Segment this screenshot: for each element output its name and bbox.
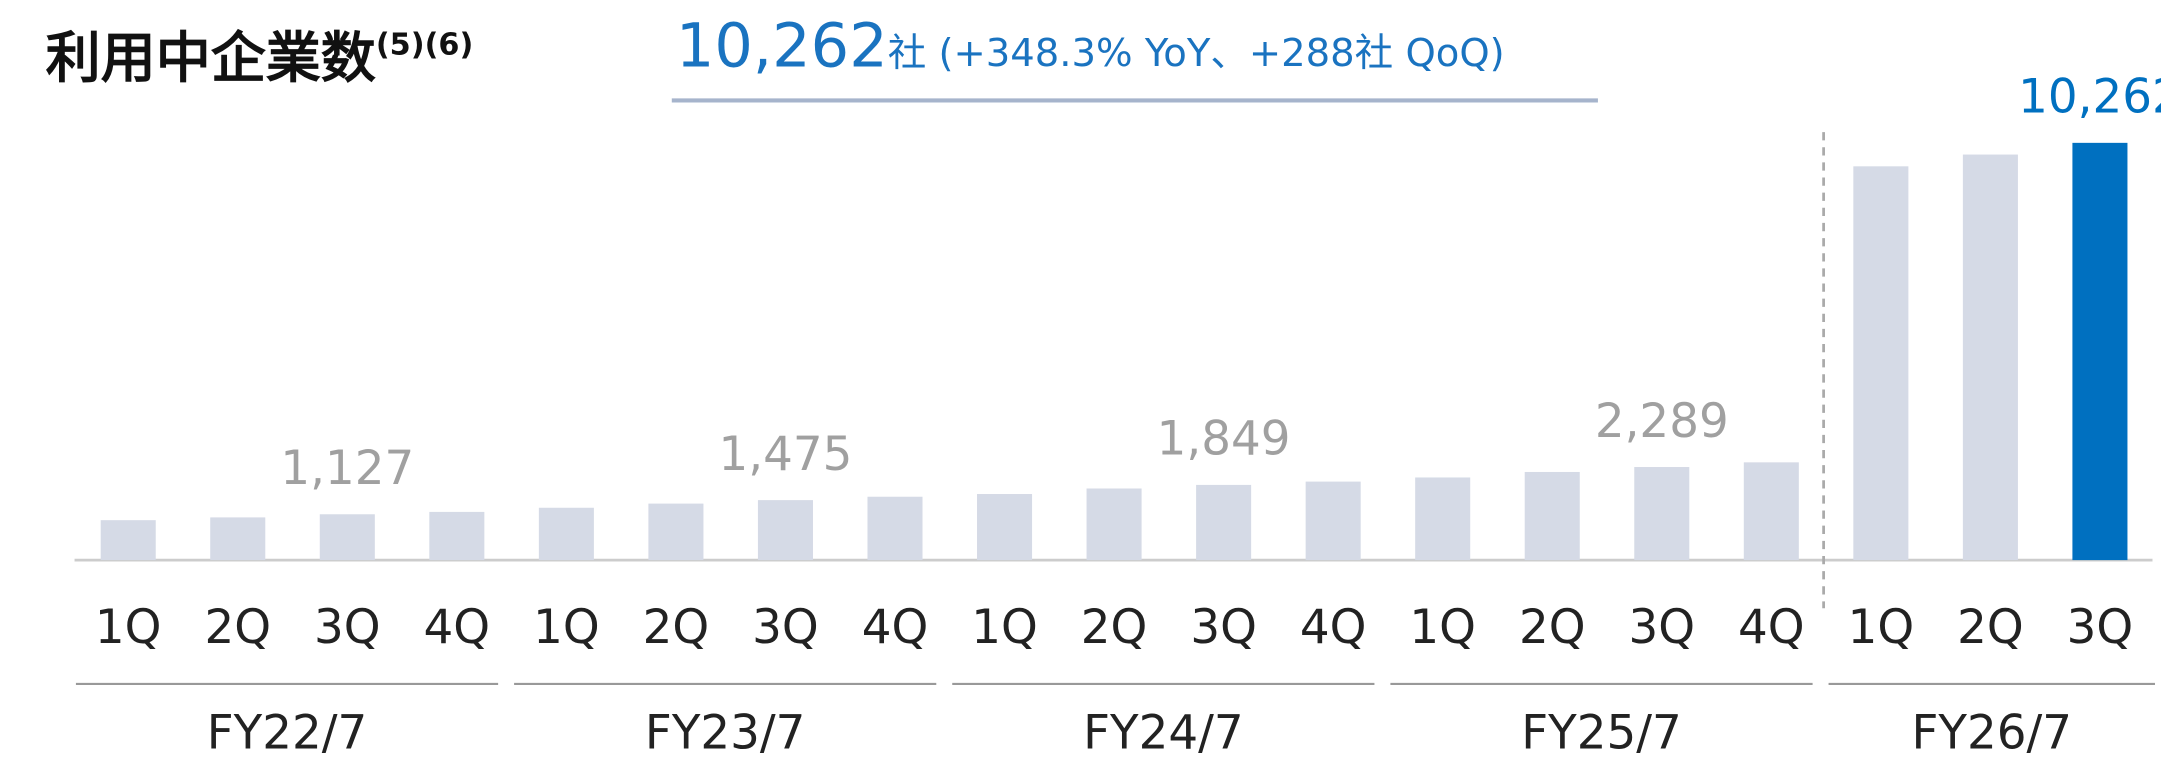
- bar: [319, 514, 375, 561]
- bar: [1853, 166, 1909, 561]
- bar: [977, 494, 1033, 561]
- x-tick-label: 4Q: [1300, 601, 1367, 655]
- x-tick-label: 1Q: [533, 601, 600, 655]
- bar: [757, 500, 813, 561]
- x-tick-label: 3Q: [2067, 601, 2134, 655]
- bar: [1086, 488, 1142, 561]
- title-text: 利用中企業数: [46, 26, 376, 90]
- x-tick-label: 3Q: [1190, 601, 1257, 655]
- bar: [1524, 471, 1580, 561]
- group-label: FY25/7: [1521, 707, 1681, 761]
- x-tick-label: 2Q: [1081, 601, 1148, 655]
- group-label: FY24/7: [1083, 707, 1243, 761]
- x-tick-label: 4Q: [862, 601, 929, 655]
- bar: [1196, 484, 1252, 561]
- data-label: 1,127: [280, 442, 414, 496]
- group-label: FY23/7: [645, 707, 805, 761]
- x-tick-label: 2Q: [204, 601, 271, 655]
- bar: [1305, 481, 1361, 561]
- x-tick-label: 4Q: [424, 601, 491, 655]
- x-tick-label: 3Q: [752, 601, 819, 655]
- data-label: 1,475: [719, 428, 853, 482]
- bar: [210, 517, 266, 561]
- bar: [1743, 462, 1799, 561]
- data-label: 2,289: [1595, 395, 1729, 449]
- x-tick-label: 1Q: [1409, 601, 1476, 655]
- bar: [1415, 477, 1471, 561]
- x-tick-label: 1Q: [95, 601, 162, 655]
- group-label: FY22/7: [207, 707, 367, 761]
- x-tick-label: 2Q: [1957, 601, 2024, 655]
- group-label: FY26/7: [1912, 707, 2072, 761]
- headline-unit: 社: [888, 31, 927, 76]
- bar: [1634, 467, 1690, 561]
- data-label: 1,849: [1157, 413, 1291, 467]
- headline-detail: (+348.3% YoY、+288社 QoQ): [926, 31, 1504, 76]
- bar: [1962, 154, 2018, 561]
- chart-title: 利用中企業数(5)(6): [46, 26, 474, 90]
- bar: [2072, 142, 2128, 561]
- bar: [648, 503, 704, 561]
- bar: [100, 520, 156, 561]
- x-tick-label: 2Q: [643, 601, 710, 655]
- x-tick-label: 2Q: [1519, 601, 1586, 655]
- title-note: (5)(6): [376, 27, 473, 62]
- x-tick-label: 1Q: [1848, 601, 1915, 655]
- bar: [429, 511, 485, 561]
- bar: [538, 507, 594, 561]
- headline: 10,262社 (+348.3% YoY、+288社 QoQ): [676, 11, 1505, 81]
- bar: [867, 496, 923, 561]
- x-tick-label: 3Q: [314, 601, 381, 655]
- headline-value: 10,262: [676, 11, 888, 81]
- x-tick-label: 1Q: [971, 601, 1038, 655]
- x-tick-label: 3Q: [1628, 601, 1695, 655]
- data-label: 10,262: [2018, 71, 2161, 125]
- x-tick-label: 4Q: [1738, 601, 1805, 655]
